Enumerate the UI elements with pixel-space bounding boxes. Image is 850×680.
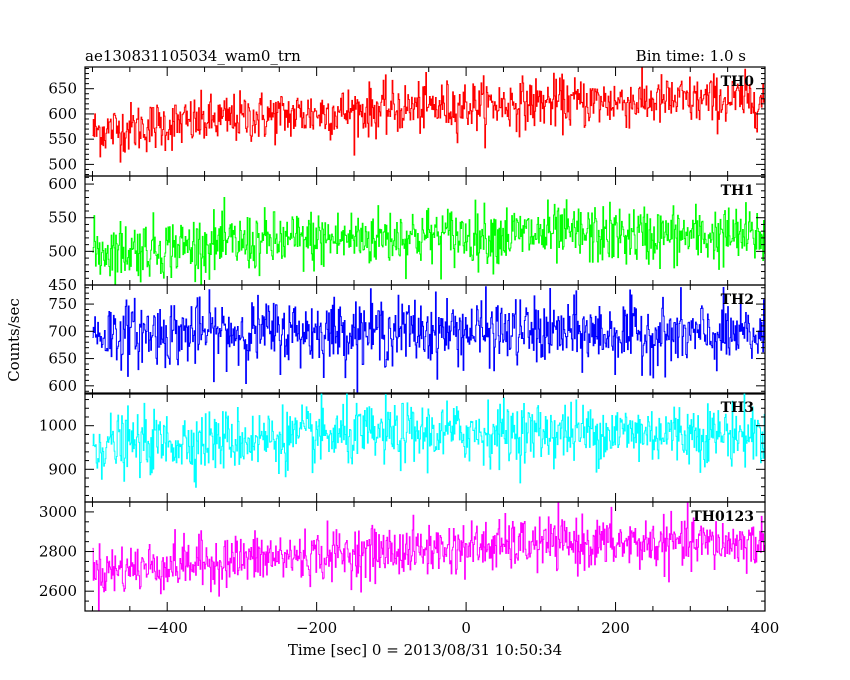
x-tick-label: −200 (296, 619, 337, 637)
panel-label-th0: TH0 (721, 74, 755, 90)
panel-label-th3: TH3 (721, 400, 754, 416)
series-line-th0123 (92, 502, 765, 611)
x-tick-label: −400 (147, 619, 188, 637)
series-line-th0 (92, 67, 765, 163)
panel-label-th2: TH2 (721, 292, 754, 308)
y-tick-label: 650 (48, 80, 77, 98)
y-tick-label: 450 (48, 276, 77, 294)
series-line-th3 (92, 393, 765, 488)
y-tick-label: 2600 (39, 582, 77, 600)
y-tick-label: 550 (48, 209, 77, 227)
panel-frame (84, 284, 766, 395)
series-line-th1 (92, 197, 765, 285)
x-tick-label: 0 (461, 619, 471, 637)
panel-th1: 450 500 550 600 TH1 (48, 175, 766, 294)
y-tick-label: 750 (48, 295, 77, 313)
y-tick-label: 550 (48, 130, 77, 148)
panel-frame (84, 501, 766, 612)
y-tick-label: 900 (48, 460, 77, 478)
panel-th0: 500 550 600 650 TH0 (48, 66, 766, 177)
panel-label-th0123: TH0123 (691, 509, 754, 525)
y-tick-label: 650 (48, 350, 77, 368)
y-tick-label: 600 (48, 377, 77, 395)
y-tick-label: 700 (48, 322, 77, 340)
bin-time-label: Bin time: 1.0 s (636, 47, 746, 65)
x-tick-label: 200 (601, 619, 630, 637)
y-tick-label: 1000 (39, 417, 77, 435)
y-tick-label: 2800 (39, 543, 77, 561)
series-line-th2 (92, 286, 765, 394)
panel-th0123: 2600 2800 3000 TH0123 (39, 501, 766, 612)
panel-th2: 600 650 700 750 TH2 (48, 284, 766, 395)
y-tick-label: 500 (48, 242, 77, 260)
y-axis-label: Counts/sec (5, 298, 23, 382)
y-tick-label: 600 (48, 105, 77, 123)
y-tick-label: 600 (48, 175, 77, 193)
y-tick-label: 500 (48, 155, 77, 173)
y-tick-label: 3000 (39, 503, 77, 521)
panels-group: 500 550 600 650 TH0 450 500 550 600 TH1 600 650 700 7… (39, 66, 766, 612)
panel-th3: 900 1000 TH3 (39, 392, 766, 503)
panel-label-th1: TH1 (721, 183, 754, 199)
plot-title: ae130831105034_wam0_trn (85, 47, 301, 65)
x-axis-label: Time [sec] 0 = 2013/08/31 10:50:34 (288, 641, 562, 659)
x-tick-label: 400 (751, 619, 780, 637)
x-tick-labels: −400 −200 0 200 400 (147, 619, 780, 637)
